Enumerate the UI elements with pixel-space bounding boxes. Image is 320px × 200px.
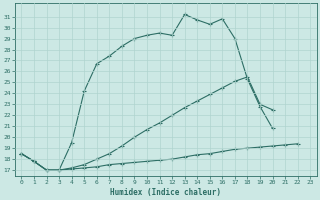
X-axis label: Humidex (Indice chaleur): Humidex (Indice chaleur): [110, 188, 221, 197]
